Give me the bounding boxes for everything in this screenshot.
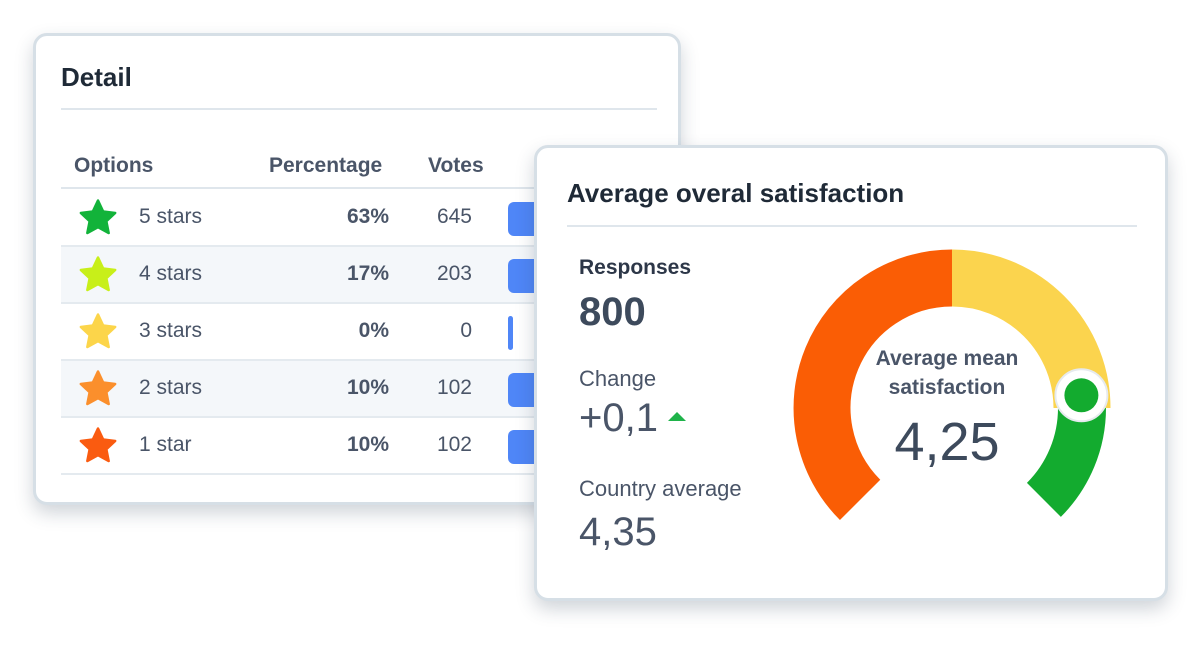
votes-value: 645 [436,205,472,228]
option-label: 3 stars [139,319,203,342]
change-label: Change [579,366,657,391]
satisfaction-gauge [793,249,1111,521]
option-label: 2 stars [139,376,203,399]
change-row: +0,1 [579,396,686,441]
option-label: 4 stars [139,262,203,285]
gauge-marker-dot [1064,378,1099,413]
detail-divider [61,108,657,110]
gauge-value: 4,25 [894,412,1000,472]
votes-value: 102 [436,433,472,456]
percentage-value: 63% [346,205,389,228]
detail-title: Detail [61,62,132,92]
gauge-segment-low [793,249,953,521]
country-average-label: Country average [579,476,742,501]
option-label: 5 stars [139,205,203,228]
option-label: 1 star [139,433,192,456]
responses-value: 800 [579,290,646,334]
percentage-value: 10% [346,433,389,456]
header-percentage[interactable]: Percentage [269,154,383,177]
responses-label: Responses [579,256,692,279]
header-options[interactable]: Options [74,154,154,177]
votes-value: 102 [436,376,472,399]
table-header: Options Percentage Votes [36,154,678,190]
percentage-value: 0% [358,319,389,342]
star-icon [79,256,117,292]
satisfaction-title: Average overal satisfaction [567,178,905,208]
star-icon [79,313,117,349]
change-value: +0,1 [579,396,658,440]
star-icon [79,427,117,463]
vote-bar [508,316,513,350]
country-average-value: 4,35 [579,510,657,554]
votes-value: 203 [436,262,472,285]
satisfaction-divider [567,225,1137,227]
star-icon [79,370,117,406]
gauge-label: Average mean satisfaction [875,347,1019,399]
satisfaction-card: Average overal satisfaction Responses 80… [534,145,1168,601]
arrow-up-icon [667,412,686,421]
votes-value: 0 [460,319,472,342]
star-icon [79,199,117,235]
table-row[interactable]: 3 stars 0% 0 [61,304,657,361]
percentage-value: 10% [346,376,389,399]
header-votes[interactable]: Votes [428,154,484,177]
header-divider [61,187,657,189]
percentage-value: 17% [346,262,389,285]
